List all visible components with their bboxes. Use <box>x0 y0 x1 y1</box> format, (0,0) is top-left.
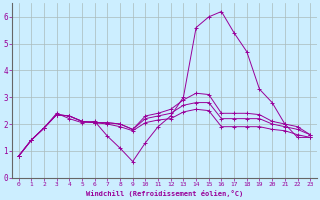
X-axis label: Windchill (Refroidissement éolien,°C): Windchill (Refroidissement éolien,°C) <box>86 190 243 197</box>
